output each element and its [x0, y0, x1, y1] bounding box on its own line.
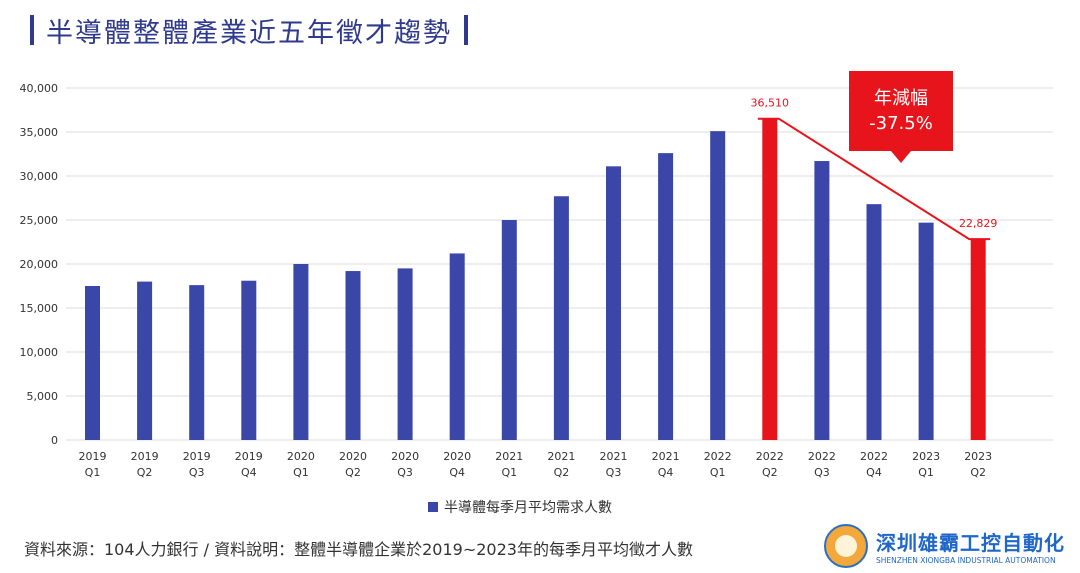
- x-tick-label-quarter: Q1: [85, 466, 101, 479]
- x-tick-label-year: 2019: [183, 450, 211, 463]
- watermark-name-en: SHENZHEN XIONGBA INDUSTRIAL AUTOMATION: [876, 556, 1056, 565]
- x-tick-label-quarter: Q3: [606, 466, 622, 479]
- data-label: 36,510: [751, 97, 790, 110]
- y-tick-label: 20,000: [20, 258, 59, 271]
- title-left-bar: [30, 15, 34, 45]
- y-tick-label: 25,000: [20, 214, 59, 227]
- legend-swatch: [428, 502, 438, 512]
- bar: [866, 204, 882, 440]
- y-tick-label: 15,000: [20, 302, 59, 315]
- callout-pointer: [891, 151, 911, 163]
- bar: [762, 118, 778, 440]
- x-tick-label-quarter: Q2: [137, 466, 153, 479]
- y-tick-label: 30,000: [20, 170, 59, 183]
- bar: [241, 280, 257, 440]
- x-tick-label-year: 2020: [391, 450, 419, 463]
- x-tick-label-year: 2023: [912, 450, 940, 463]
- x-tick-label-quarter: Q2: [345, 466, 361, 479]
- bar: [397, 268, 413, 440]
- x-tick-label-quarter: Q1: [918, 466, 934, 479]
- title-right-bar: [464, 15, 468, 45]
- bar: [814, 161, 830, 441]
- y-tick-label: 35,000: [20, 126, 59, 139]
- x-tick-label-quarter: Q1: [293, 466, 309, 479]
- x-tick-label-year: 2021: [495, 450, 523, 463]
- callout-box: [849, 71, 953, 151]
- legend: 半導體每季月平均需求人數: [428, 497, 612, 517]
- watermark-name-cn: 深圳雄霸工控自動化: [876, 531, 1065, 555]
- x-tick-label-quarter: Q3: [189, 466, 205, 479]
- bar: [293, 264, 309, 440]
- x-tick-label-year: 2023: [964, 450, 992, 463]
- annotations: 36,510 22,829 年減幅 -37.5%: [751, 71, 998, 241]
- bar: [85, 286, 100, 440]
- x-tick-label-quarter: Q4: [241, 466, 257, 479]
- x-tick-label-quarter: Q1: [501, 466, 517, 479]
- bar: [658, 153, 674, 440]
- page-title: 半導體整體產業近五年徵才趨勢: [18, 10, 480, 50]
- x-tick-label-year: 2020: [287, 450, 315, 463]
- y-tick-label: 5,000: [27, 390, 59, 403]
- x-tick-label-year: 2019: [79, 450, 107, 463]
- bar: [606, 166, 621, 440]
- x-tick-label-year: 2022: [704, 450, 732, 463]
- x-tick-label-year: 2021: [600, 450, 628, 463]
- bar: [449, 253, 465, 440]
- bars: [85, 118, 986, 441]
- bar: [553, 196, 569, 440]
- bar: [970, 239, 986, 440]
- title-text: 半導體整體產業近五年徵才趨勢: [46, 17, 452, 49]
- x-tick-label-quarter: Q2: [970, 466, 986, 479]
- x-tick-label-year: 2020: [339, 450, 367, 463]
- y-tick-label: 10,000: [20, 346, 59, 359]
- x-tick-label-year: 2022: [756, 450, 784, 463]
- x-tick-label-quarter: Q4: [866, 466, 882, 479]
- x-tick-label-year: 2019: [235, 450, 263, 463]
- bar: [345, 271, 361, 440]
- x-tick-label-year: 2021: [547, 450, 575, 463]
- x-tick-label-quarter: Q3: [814, 466, 830, 479]
- watermark-logo: [824, 524, 868, 568]
- bar: [710, 131, 726, 440]
- y-tick-label: 0: [51, 434, 58, 447]
- x-tick-label-year: 2022: [808, 450, 836, 463]
- y-axis: 0 5,000 10,000 15,000 20,000 25,000 30,000 35,0…: [20, 82, 59, 447]
- x-tick-label-year: 2020: [443, 450, 471, 463]
- x-tick-label-quarter: Q3: [397, 466, 413, 479]
- bar: [137, 281, 153, 440]
- x-tick-label-year: 2021: [652, 450, 680, 463]
- watermark: 深圳雄霸工控自動化 SHENZHEN XIONGBA INDUSTRIAL AU…: [824, 522, 1080, 570]
- x-tick-label-quarter: Q4: [449, 466, 465, 479]
- x-tick-label-quarter: Q1: [710, 466, 726, 479]
- legend-label: 半導體每季月平均需求人數: [444, 500, 612, 516]
- source-note: 資料來源：104人力銀行 / 資料說明：整體半導體企業於2019~2023年的每…: [24, 540, 693, 559]
- bar: [501, 220, 517, 440]
- x-tick-label-quarter: Q4: [658, 466, 674, 479]
- x-tick-label-quarter: Q2: [554, 466, 570, 479]
- y-tick-label: 40,000: [20, 82, 59, 95]
- data-label: 22,829: [959, 217, 998, 230]
- bar: [189, 285, 205, 440]
- x-axis: 2019 Q1 2019 Q2 2019 Q3 2019 Q4 2020 Q1 2020 Q2 2020…: [79, 450, 993, 479]
- x-tick-label-quarter: Q2: [762, 466, 778, 479]
- decline-trend-line: [757, 117, 991, 241]
- callout-label: 年減幅: [874, 88, 928, 109]
- x-tick-label-year: 2019: [131, 450, 159, 463]
- callout-value: -37.5%: [869, 113, 933, 134]
- bar: [918, 222, 934, 440]
- x-tick-label-year: 2022: [860, 450, 888, 463]
